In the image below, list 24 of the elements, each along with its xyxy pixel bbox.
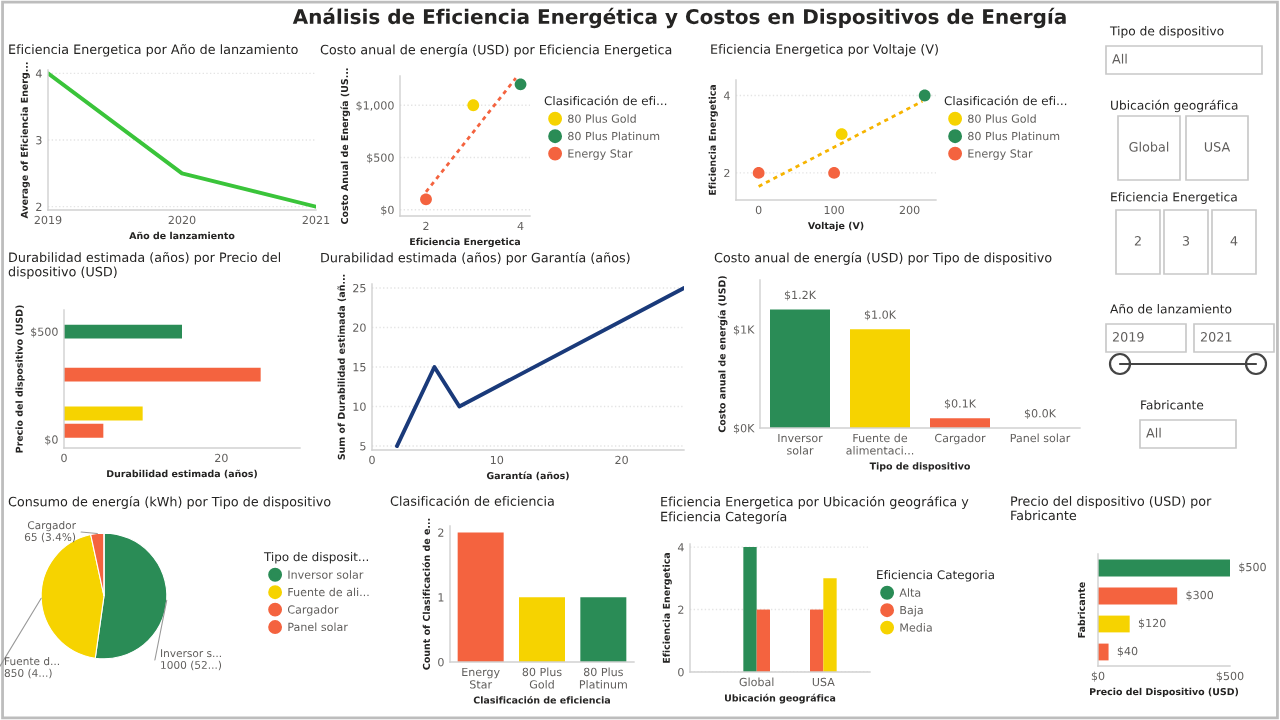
bar [823,578,837,672]
bar [770,309,830,428]
bar [743,547,757,672]
point [918,89,931,102]
bar [64,324,182,339]
point [752,167,765,179]
point [514,78,527,91]
bar [64,367,261,382]
bar [850,329,910,428]
bar [64,423,104,438]
point [467,99,480,112]
text: Análisis de Eficiencia Energética y Costos en Dispositivos de Energía [292,7,1066,29]
point [835,128,848,141]
point [828,167,841,179]
bar [64,406,143,421]
bar [1098,615,1130,633]
point [420,193,432,206]
bar [810,609,824,672]
bar [1098,559,1230,577]
bar [930,418,990,428]
bar [1098,587,1178,605]
bar [756,609,770,672]
bar [1098,643,1109,661]
line-series [395,286,684,448]
